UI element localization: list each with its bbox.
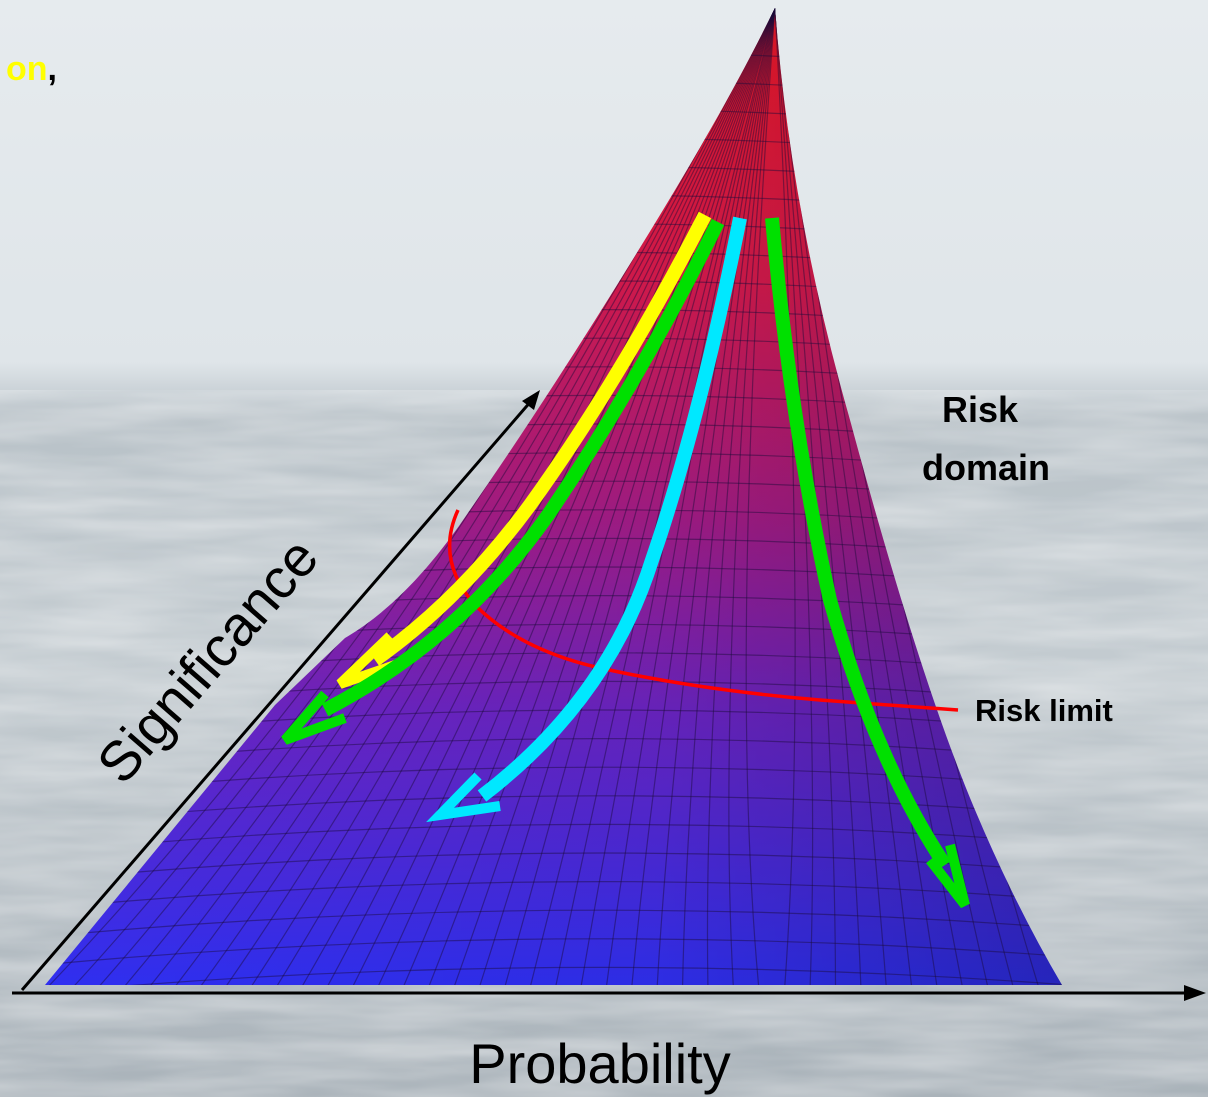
probability-axis-label: Probability xyxy=(469,1032,730,1095)
mesh-column-line xyxy=(774,8,814,985)
mesh-column-line xyxy=(630,8,776,985)
mesh-row-line xyxy=(45,966,1062,985)
mesh-column-line xyxy=(706,8,776,985)
mesh-column-line xyxy=(681,8,776,985)
cyan-arrowhead xyxy=(426,772,501,823)
mesh-column-line xyxy=(579,8,776,985)
mesh-column-line xyxy=(656,8,776,985)
green-trajectory-right xyxy=(765,217,951,869)
mesh-column-line xyxy=(774,8,796,985)
mesh-column-line xyxy=(728,8,776,985)
mesh-column-line xyxy=(299,8,776,985)
mesh-column-line xyxy=(745,8,776,985)
corner-text: on, xyxy=(6,50,57,88)
mesh-row-line xyxy=(45,938,1062,970)
risk-domain-label-line2: domain xyxy=(922,447,1050,488)
green-trajectory-left xyxy=(321,218,725,717)
mesh-column-line xyxy=(426,8,776,985)
cyan-trajectory xyxy=(477,216,747,802)
trajectory-arrows xyxy=(281,211,970,909)
mesh-column-line xyxy=(401,8,776,985)
mesh-column-line xyxy=(477,8,776,985)
green-arrowhead-right xyxy=(926,843,970,909)
corner-text-highlight: on xyxy=(6,50,48,88)
significance-axis-line xyxy=(20,399,534,991)
corner-text-punctuation: , xyxy=(48,50,57,88)
mesh-column-line xyxy=(375,8,776,985)
green-arrowhead-left xyxy=(281,690,347,745)
probability-axis-arrowhead xyxy=(1184,985,1206,1001)
risk-limit-label: Risk limit xyxy=(975,693,1113,728)
mesh-column-line xyxy=(324,8,776,985)
risk-domain-label-line1: Risk xyxy=(942,389,1019,430)
significance-axis-arrowhead xyxy=(522,390,540,410)
mesh-row-line xyxy=(45,909,1062,942)
axes xyxy=(12,390,1206,1001)
mesh-column-line xyxy=(605,8,776,985)
yellow-trajectory xyxy=(370,211,712,666)
mesh-column-line xyxy=(774,8,862,985)
mesh-column-line xyxy=(350,8,776,985)
mesh-column-line xyxy=(452,8,776,985)
